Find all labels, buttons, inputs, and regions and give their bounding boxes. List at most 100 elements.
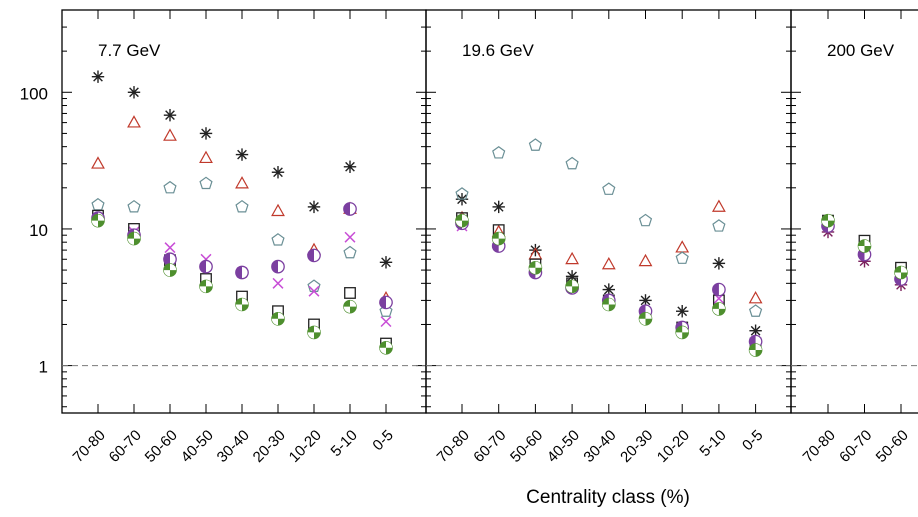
point-split-circle (163, 263, 177, 277)
series-pentagon (91, 176, 393, 317)
point-pentagon (528, 138, 543, 151)
point-triangle (711, 199, 726, 212)
panel-title: 7.7 GeV (98, 41, 161, 60)
point-asterisk (343, 160, 357, 173)
point-asterisk (199, 127, 213, 140)
point-asterisk (271, 166, 285, 179)
point-split-circle (127, 231, 141, 246)
x-tick-label: 5-10 (696, 427, 729, 460)
point-cross (344, 231, 356, 243)
point-cross (308, 285, 320, 297)
point-half-circle (199, 259, 213, 274)
point-split-circle (565, 279, 579, 294)
y-tick-label: 1 (39, 358, 48, 377)
x-tick-label: 0-5 (739, 427, 766, 454)
x-tick-label: 20-30 (617, 427, 656, 466)
point-split-circle (379, 340, 393, 355)
panel-1: 1 10 100 7.7 GeV 70-8060-7050-6040-5030-4020… (20, 9, 427, 466)
point-pentagon (307, 279, 321, 292)
x-tick-label: 30-40 (580, 427, 619, 466)
point-cross (164, 242, 176, 254)
point-split-circle (857, 239, 872, 253)
x-tick-label: 50-60 (873, 427, 912, 466)
point-split-circle (712, 302, 726, 316)
point-triangle (163, 128, 177, 141)
point-half-circle (712, 282, 726, 297)
series-pentagon (455, 138, 763, 317)
point-split-circle (455, 213, 469, 228)
y-tick-label: 10 (29, 221, 48, 240)
point-asterisk (676, 305, 689, 318)
point-asterisk (749, 324, 762, 337)
point-triangle (748, 291, 763, 304)
x-tick-label: 30-40 (214, 427, 253, 466)
point-pentagon (235, 199, 249, 213)
point-triangle (638, 253, 653, 267)
x-tick-label: 40-50 (178, 427, 217, 466)
point-pentagon (379, 304, 393, 317)
point-pentagon (638, 213, 653, 227)
panel-frame (425, 9, 792, 414)
point-triangle (675, 240, 690, 253)
series-asterisk (455, 193, 762, 337)
panel-2: 19.6 GeV 70-8060-7050-6040-5030-4020-3010… (425, 9, 792, 466)
point-pentagon (602, 182, 616, 195)
point-split-circle (307, 325, 321, 340)
series-half-circle (91, 202, 393, 310)
x-tick-label: 10-20 (286, 427, 325, 466)
series-split-circle (821, 213, 908, 280)
point-split-circle (91, 213, 105, 228)
point-split-circle (343, 299, 357, 314)
x-tick-label: 70-80 (434, 427, 473, 466)
point-asterisk (712, 257, 726, 270)
point-split-circle (675, 325, 689, 340)
point-cross (272, 277, 284, 289)
x-tick-label: 60-70 (470, 427, 509, 466)
point-asterisk (379, 256, 393, 269)
point-triangle (565, 251, 580, 265)
point-asterisk (565, 270, 579, 283)
series-split-circle (455, 213, 763, 357)
x-tick-label: 50-60 (142, 427, 181, 466)
point-asterisk (235, 148, 249, 161)
x-tick-label: 50-60 (507, 427, 546, 466)
x-tick-label: 70-80 (800, 427, 839, 466)
point-pentagon (492, 145, 506, 159)
point-half-circle (271, 259, 285, 274)
point-split-circle (821, 213, 835, 228)
point-pentagon (748, 304, 763, 317)
point-split-circle (601, 297, 616, 312)
point-asterisk (91, 70, 105, 83)
point-half-circle (379, 295, 393, 310)
point-pentagon (712, 219, 726, 232)
point-pentagon (163, 180, 177, 194)
point-pentagon (455, 187, 469, 200)
point-asterisk (127, 86, 141, 99)
point-triangle (91, 156, 105, 169)
point-triangle (235, 176, 249, 189)
y-tick-label: 100 (20, 84, 48, 103)
point-pentagon (199, 176, 213, 190)
point-triangle (127, 115, 141, 128)
x-axis-label: Centrality class (%) (526, 487, 690, 508)
x-tick-label: 10-20 (654, 427, 693, 466)
point-asterisk (602, 283, 615, 296)
panel-frame (790, 9, 918, 414)
point-pentagon (91, 197, 105, 211)
point-asterisk (163, 108, 177, 122)
point-pentagon (343, 245, 357, 259)
point-asterisk (492, 200, 505, 214)
x-tick-label: 60-70 (106, 427, 145, 466)
x-tick-label: 5-10 (328, 427, 361, 460)
panel-title: 19.6 GeV (462, 41, 534, 60)
point-triangle (199, 150, 213, 164)
point-asterisk (529, 243, 542, 257)
point-pentagon (675, 251, 689, 264)
point-square (344, 287, 356, 299)
point-pentagon (127, 199, 141, 213)
point-triangle (601, 256, 616, 270)
x-tick-label: 70-80 (70, 427, 109, 466)
series-split-circle (91, 213, 393, 355)
